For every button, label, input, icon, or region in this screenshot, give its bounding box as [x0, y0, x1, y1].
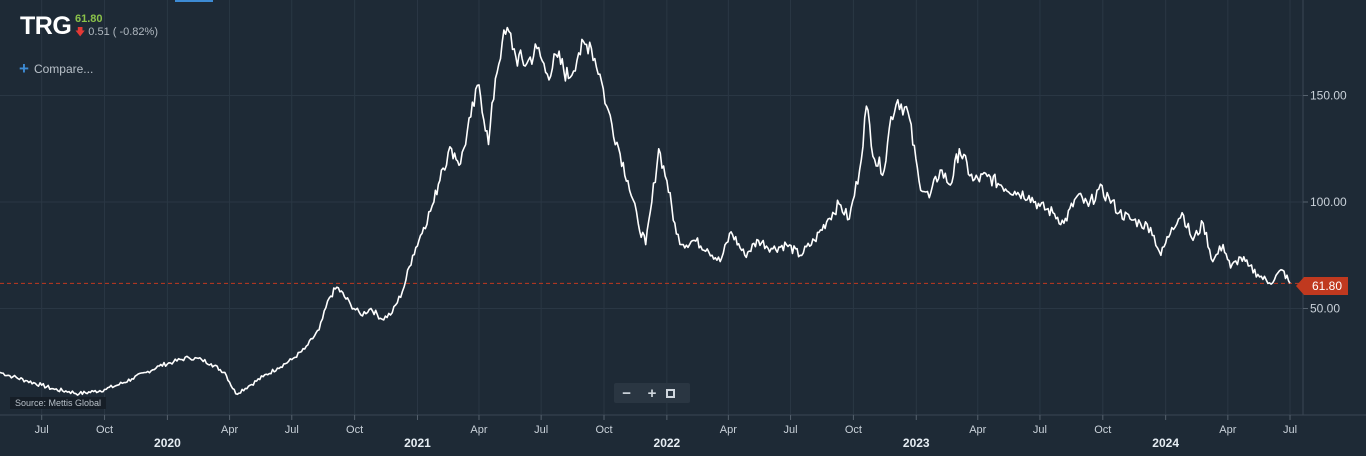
x-tick-label: Jul [285, 424, 299, 436]
compare-button[interactable]: + Compare... [19, 59, 94, 78]
active-tab-indicator [175, 0, 213, 2]
x-tick-label: Jul [1033, 424, 1047, 436]
y-tick-label: 150.00 [1310, 89, 1347, 103]
x-tick-label: Jul [1283, 424, 1297, 436]
x-tick-label: Oct [96, 424, 113, 436]
x-tick-label: Oct [845, 424, 862, 436]
fullscreen-button[interactable] [666, 388, 688, 398]
ticker-symbol: TRG [20, 12, 72, 40]
x-tick-label: Oct [595, 424, 612, 436]
x-tick-label: Apr [470, 424, 487, 436]
y-tick-label: 50.00 [1310, 302, 1340, 316]
x-tick-label: Jul [534, 424, 548, 436]
x-tick-label: Jul [35, 424, 49, 436]
last-price: 61.80 [75, 13, 103, 25]
price-series-line [0, 26, 1291, 396]
plus-icon: + [19, 59, 29, 78]
zoom-in-button[interactable]: + [647, 384, 657, 402]
x-year-label: 2023 [903, 436, 930, 450]
x-tick-label: Oct [1094, 424, 1111, 436]
x-year-label: 2022 [654, 436, 681, 450]
fullscreen-icon [666, 388, 676, 398]
x-year-label: 2024 [1152, 436, 1179, 450]
compare-label: Compare... [33, 62, 94, 76]
x-tick-label: Jul [784, 424, 798, 436]
zoom-controls: − + [614, 383, 690, 403]
last-price-tag: 61.80 [1295, 277, 1349, 295]
x-tick-label: Apr [969, 424, 986, 436]
price-change: 0.51 ( -0.82%) [88, 26, 158, 38]
source-label: Source: Mettis Global [10, 397, 107, 409]
x-tick-label: Oct [346, 424, 363, 436]
grid-layer [0, 0, 1303, 415]
down-arrow-icon: 🡇 [75, 27, 86, 38]
x-year-label: 2020 [154, 436, 181, 450]
price-change-row: 🡇 0.51 ( -0.82%) [75, 26, 158, 39]
y-tick-label: 100.00 [1310, 195, 1347, 209]
quote-box: 61.80 🡇 0.51 ( -0.82%) [75, 13, 158, 39]
x-tick-label: Apr [720, 424, 737, 436]
zoom-out-button[interactable]: − [622, 384, 632, 402]
x-tick-label: Apr [221, 424, 238, 436]
x-tick-label: Apr [1219, 424, 1236, 436]
x-year-label: 2021 [404, 436, 431, 450]
